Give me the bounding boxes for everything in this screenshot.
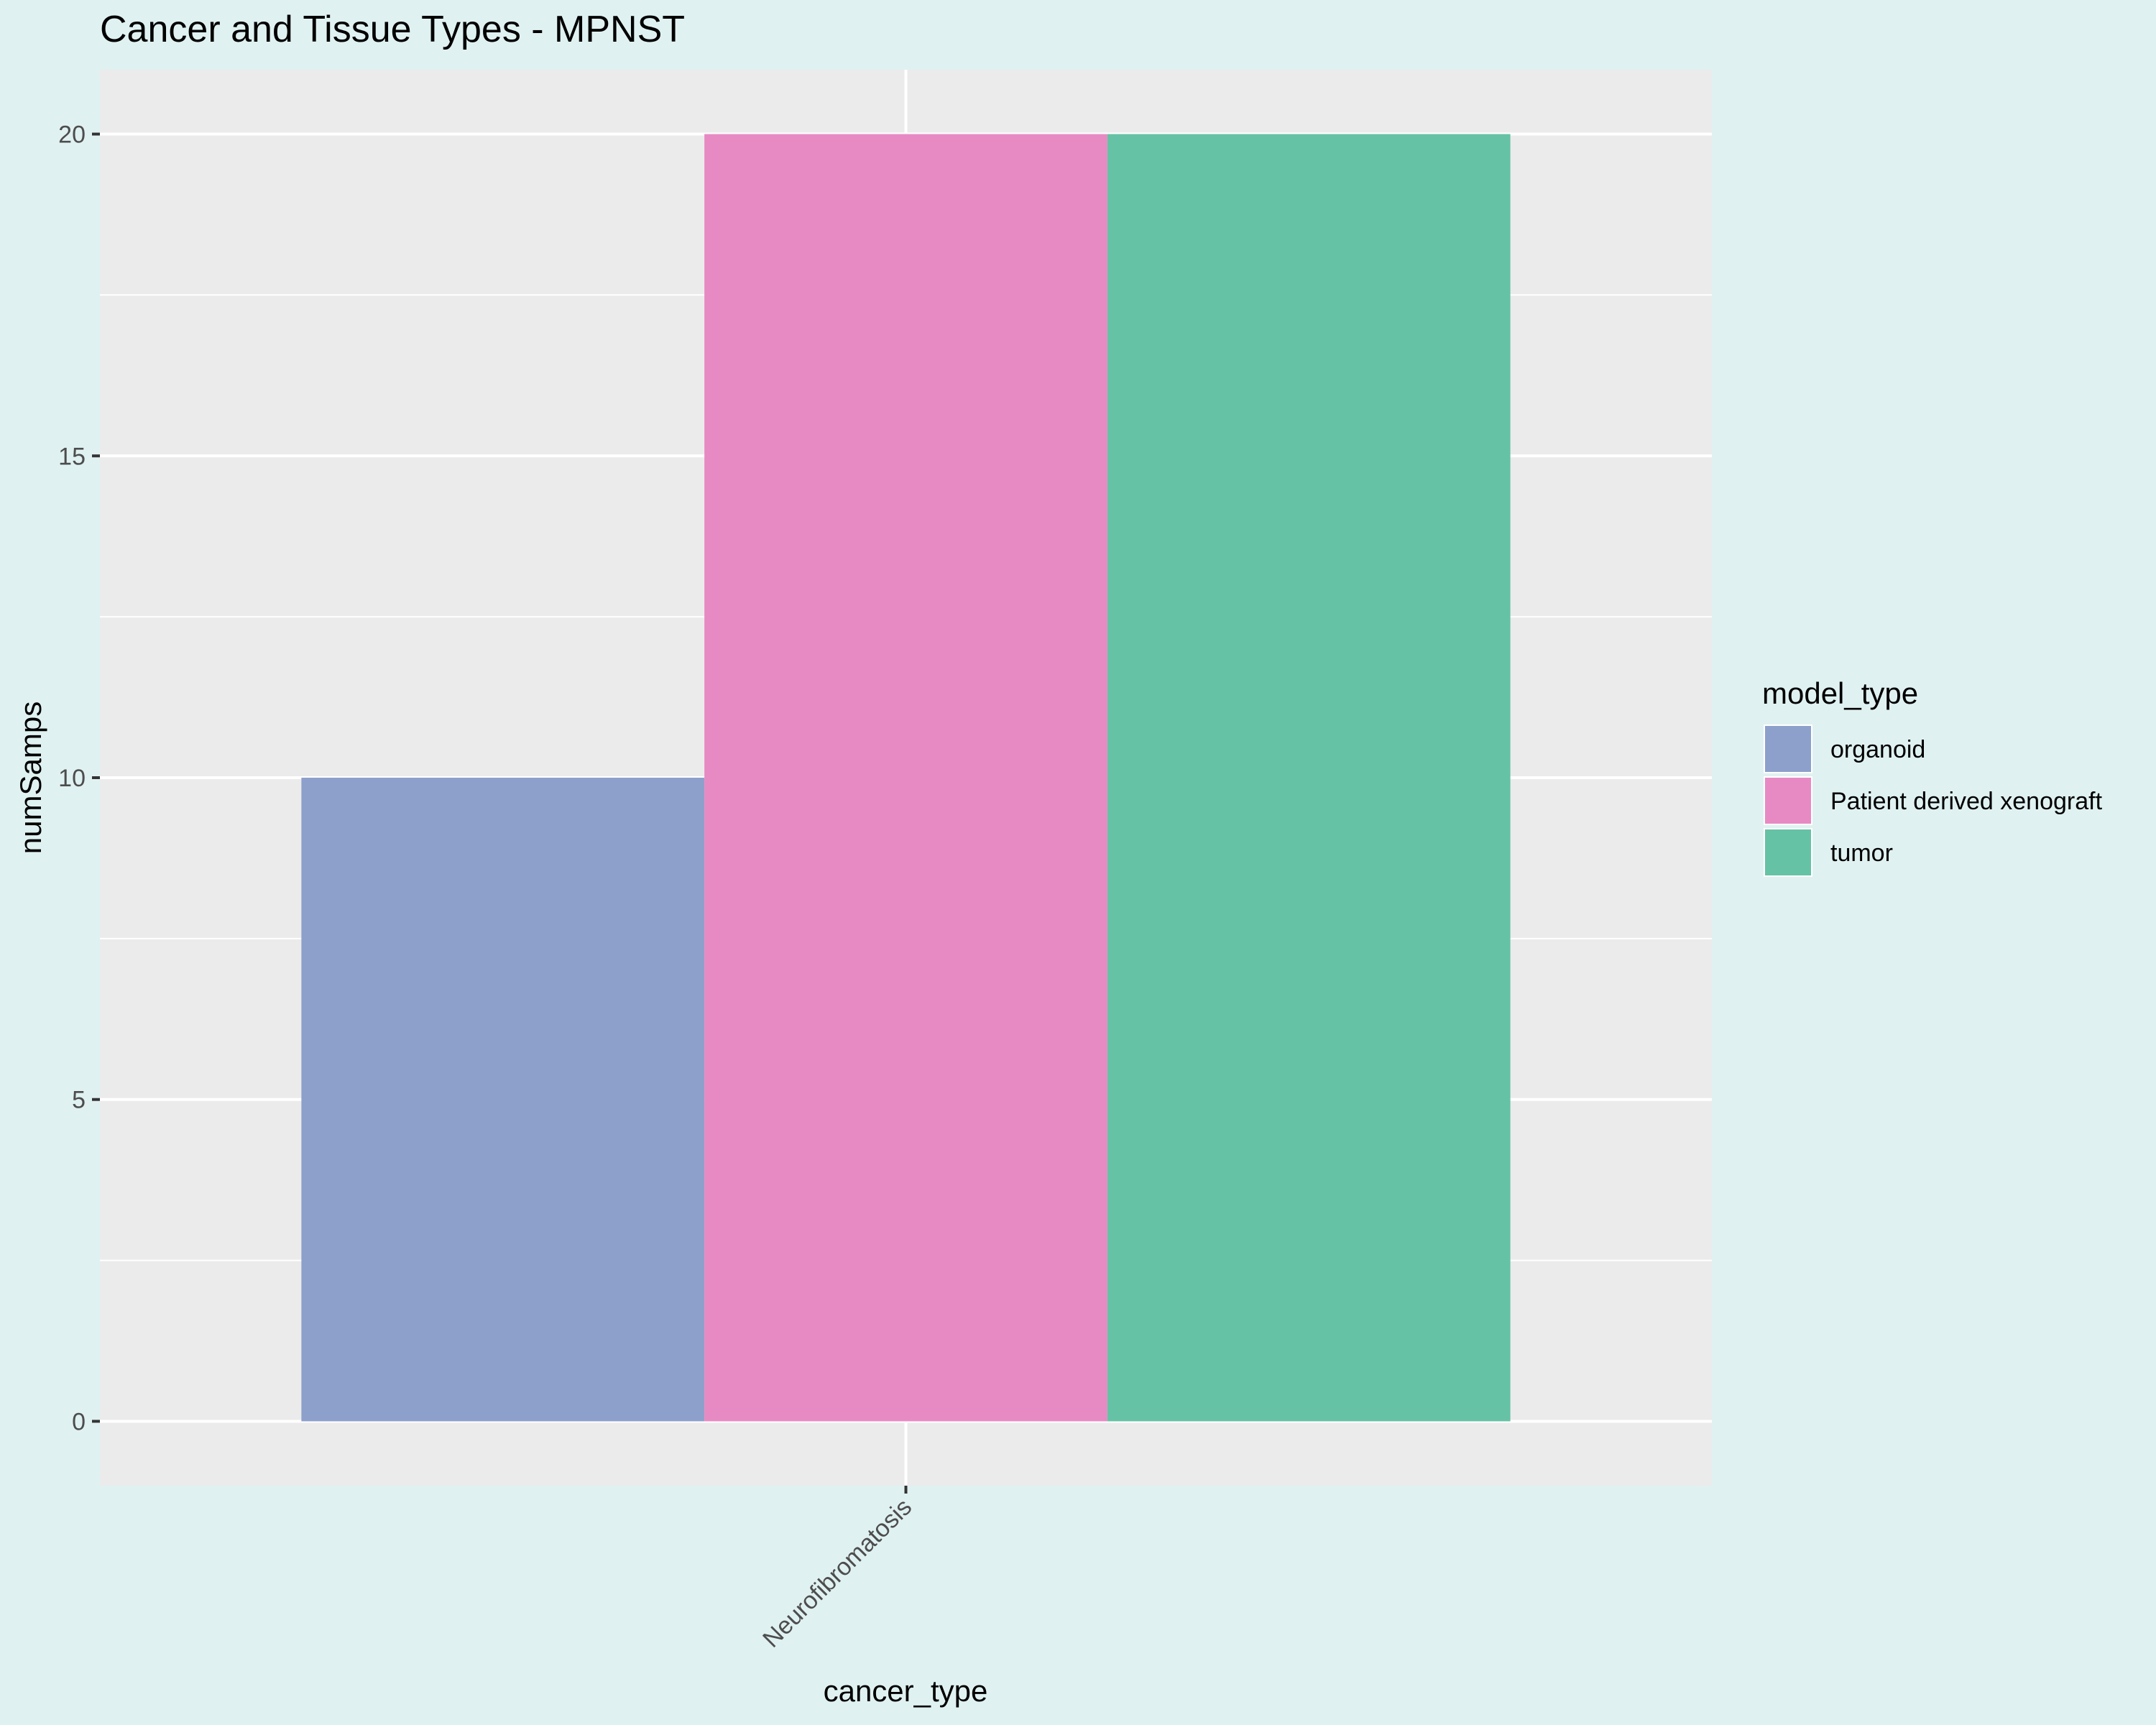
legend-key bbox=[1764, 724, 1812, 773]
bar-patient-derived-xenograft bbox=[704, 134, 1107, 1422]
legend-label: organoid bbox=[1830, 736, 1925, 763]
bars bbox=[301, 134, 1511, 1422]
y-tick-label: 20 bbox=[58, 121, 86, 149]
y-tick-label: 5 bbox=[72, 1087, 86, 1114]
y-axis-title: numSamps bbox=[14, 702, 47, 854]
x-axis: Neurofibromatosis bbox=[757, 1486, 917, 1653]
legend: model_type organoid Patient derived xenog… bbox=[1762, 676, 2103, 877]
legend-label: tumor bbox=[1830, 840, 1893, 867]
legend-key bbox=[1764, 776, 1812, 825]
legend-label: Patient derived xenograft bbox=[1830, 788, 2103, 815]
legend-items: organoid Patient derived xenograft tumor bbox=[1764, 724, 2103, 877]
y-tick-label: 0 bbox=[72, 1408, 86, 1435]
bar-tumor bbox=[1107, 134, 1511, 1422]
y-tick-label: 10 bbox=[58, 765, 86, 792]
y-tick-label: 15 bbox=[58, 443, 86, 470]
legend-title: model_type bbox=[1762, 676, 1918, 710]
x-tick-label: Neurofibromatosis bbox=[757, 1494, 917, 1653]
legend-key bbox=[1764, 828, 1812, 877]
chart-title: Cancer and Tissue Types - MPNST bbox=[100, 9, 685, 50]
bar-organoid bbox=[301, 778, 705, 1422]
x-axis-title: cancer_type bbox=[824, 1674, 988, 1708]
y-axis: 0 5 10 15 20 bbox=[58, 121, 100, 1435]
